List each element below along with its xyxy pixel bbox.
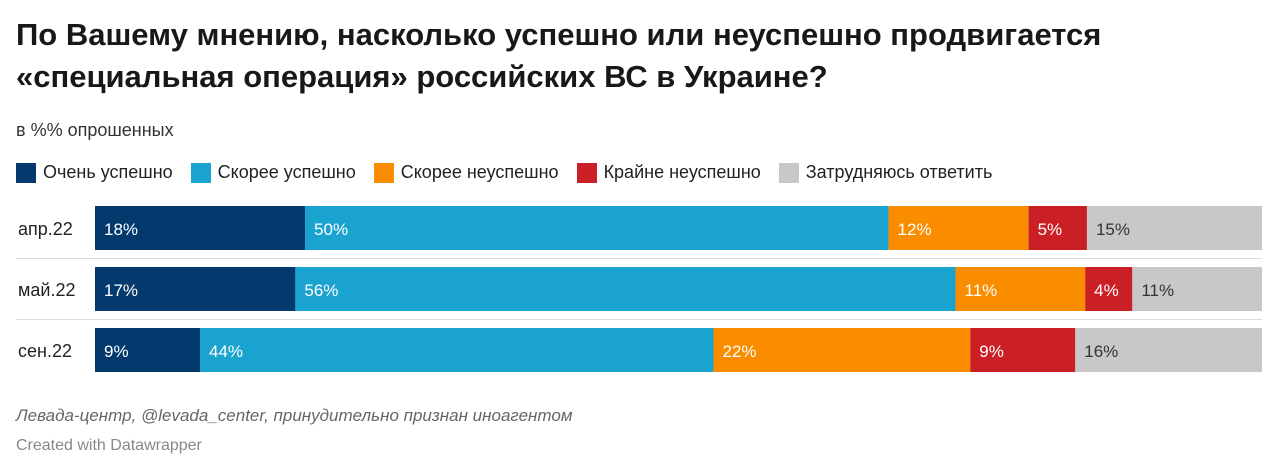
data-label: 56% bbox=[304, 281, 338, 300]
category-label: апр.22 bbox=[18, 219, 73, 239]
legend-label: Скорее неуспешно bbox=[400, 162, 559, 182]
bar-segment bbox=[1028, 206, 1087, 250]
legend-swatch bbox=[190, 162, 211, 183]
source-note: Левада-центр, @levada_center, принудител… bbox=[16, 406, 573, 425]
data-label: 9% bbox=[104, 342, 129, 361]
bar-segment bbox=[970, 328, 1076, 372]
chart-subtitle: в %% опрошенных bbox=[16, 120, 174, 140]
bar-segment bbox=[200, 328, 714, 372]
credit-link[interactable]: Created with Datawrapper bbox=[16, 437, 202, 454]
data-label: 11% bbox=[1141, 281, 1174, 300]
data-label: 18% bbox=[104, 220, 138, 239]
category-label: сен.22 bbox=[18, 341, 72, 361]
data-label: 4% bbox=[1094, 281, 1119, 300]
stacked-bar-chart: апр.22 18% 50% 12% 5% 15% май.22 17% 56% 11% 4% 11%… bbox=[16, 206, 1262, 372]
bar-segment bbox=[295, 267, 956, 311]
bar-segment bbox=[1085, 267, 1133, 311]
legend-swatch bbox=[576, 162, 597, 183]
legend-label: Очень успешно bbox=[43, 162, 173, 182]
bar-segment bbox=[1075, 328, 1262, 372]
legend: Очень успешно Скорее успешно Скорее неуспе… bbox=[16, 162, 1010, 183]
data-label: 50% bbox=[314, 220, 348, 239]
data-label: 9% bbox=[979, 342, 1004, 361]
chart-title: По Вашему мнению, насколько успешно или … bbox=[16, 17, 1102, 94]
legend-label: Крайне неуспешно bbox=[603, 162, 761, 182]
legend-item: Очень успешно bbox=[16, 162, 173, 183]
legend-swatch bbox=[373, 162, 394, 183]
bar-segment bbox=[95, 206, 306, 250]
category-label: май.22 bbox=[18, 280, 75, 300]
data-label: 17% bbox=[104, 281, 138, 300]
bar-segment bbox=[1086, 206, 1262, 250]
legend-label: Затрудняюсь ответить bbox=[805, 162, 993, 182]
bar-segment bbox=[713, 328, 971, 372]
data-label: 44% bbox=[209, 342, 243, 361]
legend-item: Скорее успешно bbox=[190, 162, 356, 183]
data-label: 22% bbox=[723, 342, 757, 361]
legend-item: Затрудняюсь ответить bbox=[778, 162, 993, 183]
data-label: 16% bbox=[1084, 342, 1118, 361]
legend-swatch bbox=[16, 162, 36, 183]
legend-item: Скорее неуспешно bbox=[373, 162, 559, 183]
bar-segment bbox=[95, 267, 296, 311]
bar-segment bbox=[95, 328, 201, 372]
data-label: 15% bbox=[1096, 220, 1130, 239]
legend-swatch bbox=[778, 162, 799, 183]
bar-segment bbox=[1132, 267, 1262, 311]
legend-label: Скорее успешно bbox=[217, 162, 356, 182]
bar-segment bbox=[888, 206, 1029, 250]
data-label: 12% bbox=[898, 220, 932, 239]
data-label: 11% bbox=[965, 281, 998, 300]
data-label: 5% bbox=[1038, 220, 1063, 239]
bar-segment bbox=[955, 267, 1086, 311]
bar-segment bbox=[305, 206, 889, 250]
legend-item: Крайне неуспешно bbox=[576, 162, 761, 183]
